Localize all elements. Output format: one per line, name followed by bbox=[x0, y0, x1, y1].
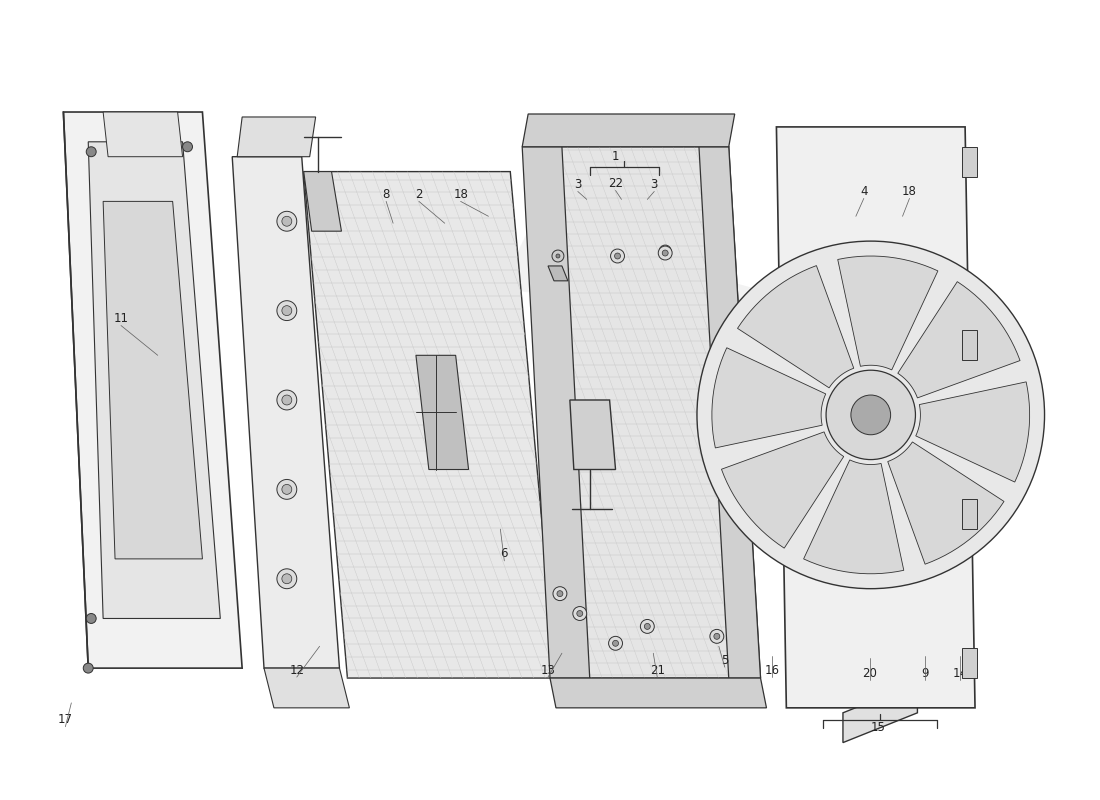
Text: 21: 21 bbox=[650, 664, 664, 677]
Polygon shape bbox=[898, 282, 1020, 398]
Text: 22: 22 bbox=[608, 177, 623, 190]
Circle shape bbox=[615, 253, 620, 259]
Polygon shape bbox=[264, 668, 350, 708]
Polygon shape bbox=[722, 432, 844, 548]
Circle shape bbox=[282, 395, 292, 405]
Polygon shape bbox=[962, 648, 977, 678]
Polygon shape bbox=[304, 171, 341, 231]
Circle shape bbox=[277, 301, 297, 321]
Text: 14: 14 bbox=[953, 666, 968, 679]
Circle shape bbox=[552, 250, 564, 262]
Text: 20: 20 bbox=[862, 666, 877, 679]
Polygon shape bbox=[804, 460, 904, 574]
Circle shape bbox=[277, 479, 297, 499]
Circle shape bbox=[573, 606, 586, 621]
Polygon shape bbox=[570, 400, 616, 470]
Polygon shape bbox=[88, 142, 220, 618]
Polygon shape bbox=[962, 330, 977, 360]
Polygon shape bbox=[962, 499, 977, 529]
Circle shape bbox=[613, 640, 618, 646]
Text: 5: 5 bbox=[722, 654, 728, 666]
Polygon shape bbox=[416, 355, 469, 470]
Polygon shape bbox=[916, 382, 1030, 482]
Text: 12: 12 bbox=[289, 664, 305, 677]
Polygon shape bbox=[888, 442, 1004, 564]
Polygon shape bbox=[843, 683, 917, 742]
Circle shape bbox=[553, 586, 566, 601]
Circle shape bbox=[282, 216, 292, 226]
Circle shape bbox=[697, 241, 1045, 589]
Text: 18: 18 bbox=[902, 185, 917, 198]
Circle shape bbox=[576, 610, 583, 617]
Polygon shape bbox=[103, 202, 202, 559]
Polygon shape bbox=[777, 127, 975, 708]
Polygon shape bbox=[304, 171, 556, 678]
Polygon shape bbox=[698, 146, 760, 678]
Circle shape bbox=[557, 590, 563, 597]
Text: 15: 15 bbox=[870, 722, 886, 734]
Circle shape bbox=[851, 395, 891, 434]
Text: 17: 17 bbox=[58, 714, 73, 726]
Polygon shape bbox=[838, 256, 938, 370]
Polygon shape bbox=[64, 112, 242, 668]
Polygon shape bbox=[522, 146, 590, 678]
Text: a passion for parts... since 1985: a passion for parts... since 1985 bbox=[356, 560, 645, 618]
Text: 13: 13 bbox=[540, 664, 556, 677]
Polygon shape bbox=[232, 157, 340, 668]
Circle shape bbox=[610, 249, 625, 263]
Polygon shape bbox=[522, 114, 735, 146]
Circle shape bbox=[714, 634, 719, 639]
Polygon shape bbox=[550, 678, 767, 708]
Circle shape bbox=[277, 211, 297, 231]
Circle shape bbox=[608, 636, 623, 650]
Circle shape bbox=[86, 614, 96, 623]
Circle shape bbox=[183, 142, 192, 152]
Circle shape bbox=[277, 390, 297, 410]
Text: 2: 2 bbox=[415, 188, 422, 201]
Polygon shape bbox=[238, 117, 316, 157]
Text: europes: europes bbox=[420, 183, 937, 418]
Text: 16: 16 bbox=[764, 664, 780, 677]
Polygon shape bbox=[737, 266, 854, 388]
Polygon shape bbox=[962, 146, 977, 177]
Text: 3: 3 bbox=[650, 178, 658, 191]
Circle shape bbox=[662, 250, 668, 256]
Circle shape bbox=[86, 146, 96, 157]
Circle shape bbox=[659, 245, 671, 257]
Text: 3: 3 bbox=[574, 178, 582, 191]
Text: 8: 8 bbox=[383, 188, 389, 201]
Circle shape bbox=[710, 630, 724, 643]
Circle shape bbox=[645, 623, 650, 630]
Circle shape bbox=[826, 370, 915, 459]
Text: 11: 11 bbox=[113, 312, 129, 325]
Polygon shape bbox=[103, 112, 183, 157]
Text: 9: 9 bbox=[922, 666, 930, 679]
Circle shape bbox=[282, 306, 292, 315]
Circle shape bbox=[282, 574, 292, 584]
Circle shape bbox=[84, 663, 94, 673]
Polygon shape bbox=[548, 266, 568, 281]
Polygon shape bbox=[712, 348, 826, 448]
Circle shape bbox=[658, 246, 672, 260]
Text: 4: 4 bbox=[860, 185, 868, 198]
Circle shape bbox=[277, 569, 297, 589]
Polygon shape bbox=[525, 146, 760, 678]
Circle shape bbox=[640, 619, 654, 634]
Circle shape bbox=[663, 249, 668, 253]
Circle shape bbox=[556, 254, 560, 258]
Circle shape bbox=[282, 485, 292, 494]
Text: 18: 18 bbox=[453, 188, 469, 201]
Text: 1: 1 bbox=[612, 150, 619, 163]
Text: 6: 6 bbox=[500, 547, 508, 561]
